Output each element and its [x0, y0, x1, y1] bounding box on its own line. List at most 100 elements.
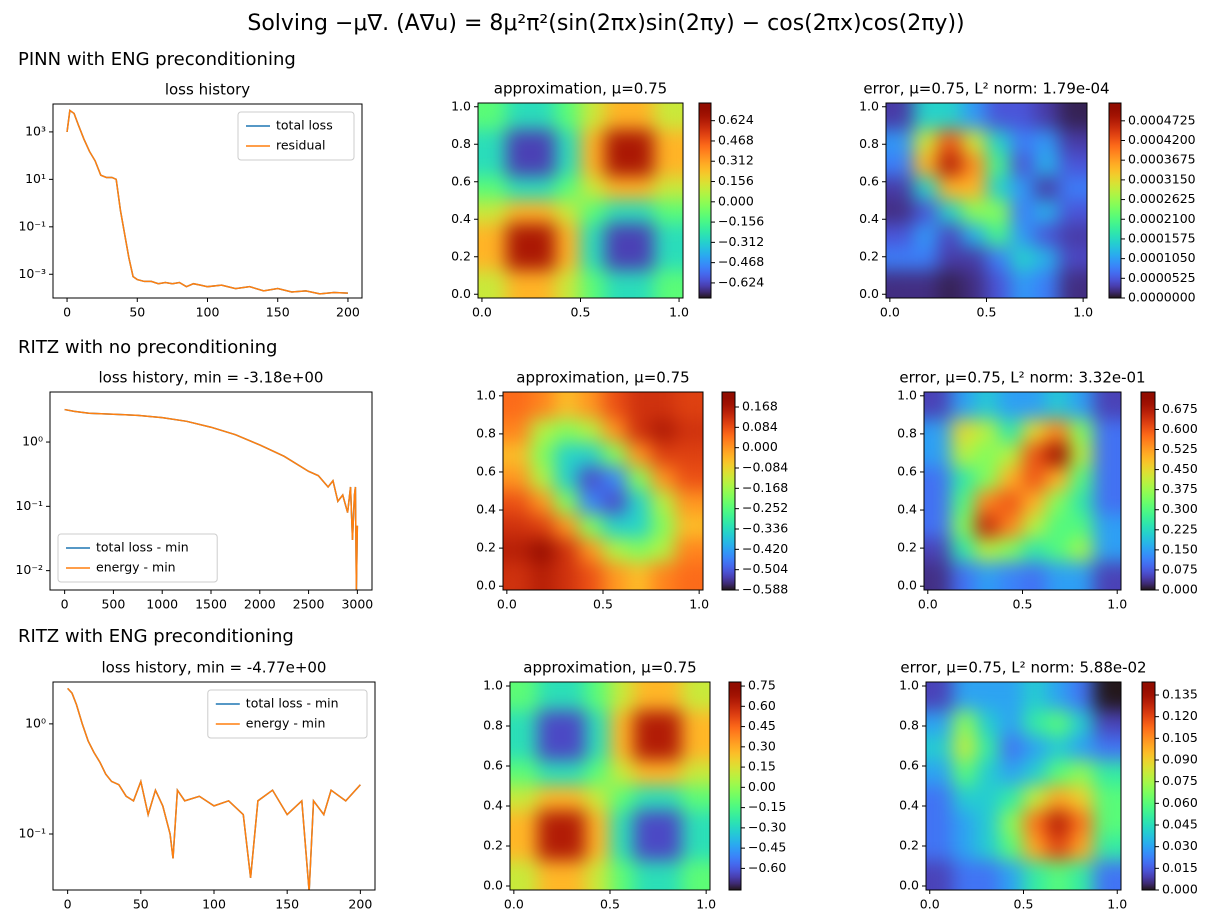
- heatmap-cell: [1093, 466, 1121, 492]
- series-line: [66, 109, 348, 295]
- heatmap-cell: [1093, 392, 1121, 421]
- heatmap-cell: [974, 466, 1000, 492]
- heatmap-cell: [976, 785, 1001, 812]
- colorbar-tick-label: 0.0001575: [1128, 230, 1196, 245]
- x-tick-label: 100: [202, 897, 226, 911]
- heatmap-cell: [650, 561, 676, 590]
- heatmap-cell: [924, 419, 952, 444]
- heatmap-cell: [1045, 442, 1071, 468]
- y-tick-label: 0.4: [899, 798, 919, 813]
- series-line: [67, 687, 361, 890]
- heatmap-cell: [961, 176, 987, 201]
- colorbar-tick-label: −0.588: [742, 582, 788, 597]
- heatmap-cell: [653, 200, 683, 225]
- heatmap-cell: [478, 270, 508, 298]
- heatmap-cell: [530, 538, 556, 563]
- heatmap-cell: [886, 270, 915, 298]
- heatmap-cell: [478, 153, 508, 178]
- heatmap-cell: [1034, 246, 1060, 272]
- legend-box: [207, 689, 368, 739]
- heatmap-cell: [1069, 860, 1095, 890]
- colorbar-tick-label: −0.420: [742, 541, 788, 556]
- heatmap-cell: [626, 514, 652, 540]
- y-tick-label: 0.4: [897, 502, 917, 517]
- heatmap-cell: [503, 466, 532, 492]
- heatmap-cell: [537, 785, 563, 812]
- y-tick-label: 0.6: [476, 463, 496, 478]
- colorbar-tick-label: −0.084: [742, 460, 788, 475]
- heatmap-cell: [681, 835, 710, 862]
- x-tick-label: 50: [133, 897, 149, 911]
- y-tick-label: 1.0: [483, 678, 503, 693]
- heatmap-cell: [886, 103, 915, 131]
- heatmap-cell: [537, 735, 563, 762]
- colorbar-tick-label: 0.0000000: [1128, 290, 1196, 305]
- heatmap-cell: [950, 490, 976, 516]
- heatmap-cell: [1058, 176, 1087, 201]
- heatmap-cell: [1046, 860, 1071, 890]
- heatmap-cell: [913, 200, 939, 225]
- heatmap-cell: [585, 835, 611, 862]
- heatmap-cell: [554, 490, 580, 516]
- heatmap-cell: [986, 153, 1012, 178]
- heatmap-cell: [629, 129, 655, 155]
- heatmap-cell: [1058, 153, 1087, 178]
- heatmap-cell: [924, 538, 952, 563]
- heatmap-cell: [585, 682, 611, 712]
- x-tick-label: 0.0: [918, 597, 938, 612]
- heatmap-cell: [530, 419, 556, 444]
- x-tick-label: 1.0: [669, 305, 689, 320]
- heatmap-cell: [999, 735, 1024, 762]
- heatmap-cell: [1093, 810, 1121, 837]
- colorbar-tick-label: 0.300: [1162, 501, 1198, 516]
- heatmap-cell: [626, 490, 652, 516]
- heatmap-cell: [510, 682, 539, 712]
- heatmap-cell: [578, 419, 604, 444]
- x-tick-label: 150: [266, 305, 290, 320]
- heatmap-cell: [674, 514, 703, 540]
- heatmap-cell: [926, 860, 954, 890]
- heatmap-cell: [650, 514, 676, 540]
- heatmap-cell: [609, 682, 635, 712]
- heatmap-cell: [974, 442, 1000, 468]
- heatmap-cell: [913, 176, 939, 201]
- y-tick-label: 0.0: [859, 286, 879, 301]
- heatmap-cell: [653, 223, 683, 248]
- heatmap-cell: [1010, 129, 1036, 155]
- heatmap-cell: [561, 682, 587, 712]
- heatmap-cell: [681, 710, 710, 737]
- heatmap-cell: [1058, 246, 1087, 272]
- axes-title: approximation, μ=0.75: [494, 80, 667, 98]
- heatmap-cell: [1069, 835, 1095, 862]
- heatmap-cell: [913, 246, 939, 272]
- colorbar-tick-label: 0.150: [1162, 541, 1198, 556]
- heatmap-cell: [974, 561, 1000, 590]
- x-tick-label: 0.5: [1013, 597, 1033, 612]
- heatmap-cell: [1022, 538, 1047, 563]
- heatmap-cell: [602, 392, 628, 421]
- heatmap-cell: [1093, 735, 1121, 762]
- heatmap-cell: [653, 176, 683, 201]
- heatmap-cell: [1010, 153, 1036, 178]
- heatmap-cell: [674, 392, 703, 421]
- heatmap-cell: [633, 735, 659, 762]
- y-tick-label: 0.2: [476, 540, 496, 555]
- heatmap-cell: [633, 760, 659, 787]
- heatmap-cell: [580, 246, 606, 272]
- heatmap-cell: [554, 466, 580, 492]
- y-tick-label: 0.4: [476, 502, 496, 517]
- heatmap-cell: [1022, 561, 1047, 590]
- colorbar-tick-label: 0.015: [1162, 860, 1198, 875]
- heatmap-cell: [1093, 710, 1121, 737]
- heatmap-cell: [580, 103, 606, 131]
- heatmap-cell: [674, 466, 703, 492]
- heatmap-cell: [1069, 442, 1095, 468]
- row-label: RITZ with no preconditioning: [18, 337, 277, 358]
- heatmap-cell: [585, 735, 611, 762]
- heatmap-cell: [926, 835, 954, 862]
- heatmap-cell: [653, 270, 683, 298]
- heatmap-cell: [1023, 710, 1048, 737]
- heatmap-cell: [961, 270, 987, 298]
- heatmap-cell: [626, 392, 652, 421]
- heatmap-cell: [1010, 200, 1036, 225]
